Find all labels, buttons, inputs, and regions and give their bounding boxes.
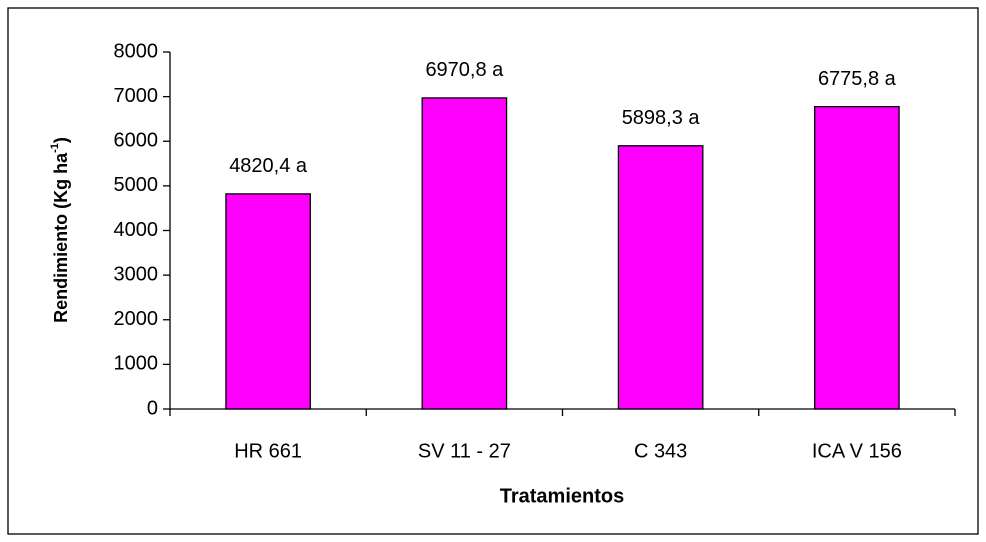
x-tick-label: HR 661 [234,440,302,462]
x-tick-label: C 343 [634,440,687,462]
y-tick-label: 8000 [114,40,159,62]
y-tick-label: 7000 [114,85,159,107]
value-label: 4820,4 a [229,155,308,177]
y-tick-label: 0 [147,397,158,419]
bar [617,145,704,410]
y-tick-label: 3000 [114,263,159,285]
y-tick-label: 4000 [114,219,159,241]
value-label: 5898,3 a [622,107,701,129]
value-label: 6775,8 a [818,68,897,90]
bar [225,193,311,410]
y-tick-label: 5000 [114,174,159,196]
y-axis-title-main: Rendimiento (Kg ha [51,152,71,323]
x-tick-label: ICA V 156 [812,440,902,462]
y-tick-label: 1000 [114,353,159,375]
bar [421,97,508,410]
x-axis-title: Tratamientos [500,485,624,507]
value-label: 6970,8 a [425,59,504,81]
y-axis-title: Rendimiento (Kg ha-1) [49,137,71,323]
bar [814,105,900,410]
y-tick-label: 2000 [114,308,159,330]
y-axis-title-end: ) [51,137,71,143]
y-tick-label: 6000 [114,130,159,152]
y-axis-title-superscript: -1 [49,143,61,153]
x-tick-label: SV 11 - 27 [418,440,511,462]
